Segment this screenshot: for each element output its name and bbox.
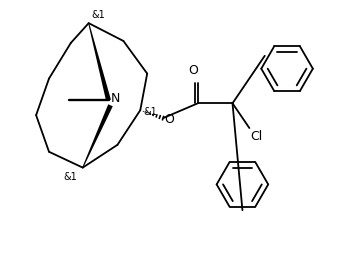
Text: &1: &1 xyxy=(92,10,106,20)
Polygon shape xyxy=(82,104,113,168)
Text: O: O xyxy=(188,64,198,76)
Text: O: O xyxy=(164,113,174,126)
Text: N: N xyxy=(110,92,120,105)
Polygon shape xyxy=(88,23,111,101)
Text: &1: &1 xyxy=(143,107,157,117)
Text: &1: &1 xyxy=(63,171,77,182)
Text: Cl: Cl xyxy=(250,130,263,143)
